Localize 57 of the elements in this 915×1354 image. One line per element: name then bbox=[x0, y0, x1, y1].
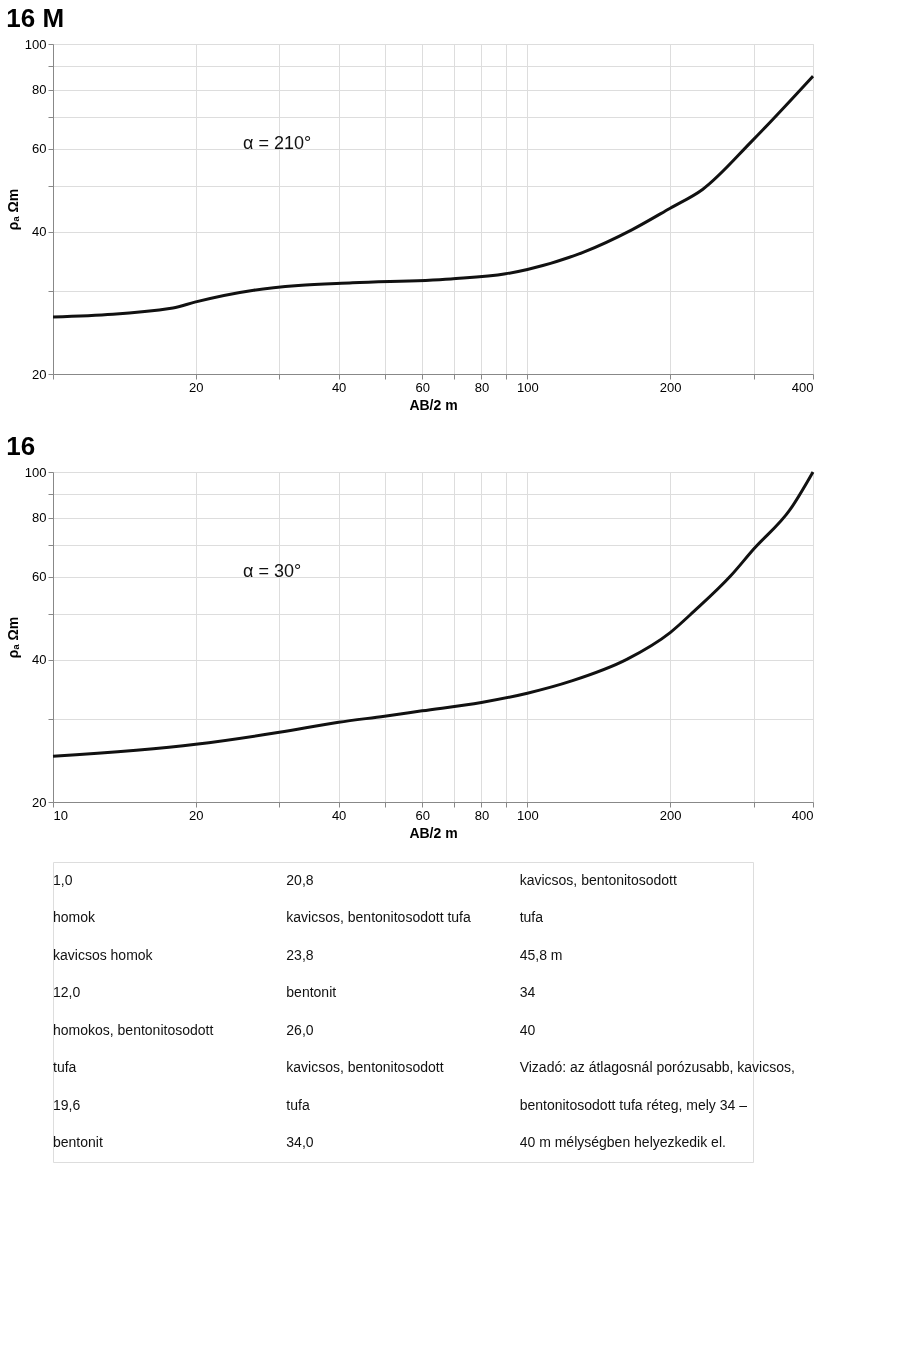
text: kavicsos, bentonitosodott bbox=[519, 871, 677, 888]
text: 12,0 bbox=[53, 984, 81, 1001]
x-tick-label: 60 bbox=[415, 379, 430, 395]
text: tufa bbox=[53, 1059, 77, 1076]
text: 45,8 m bbox=[519, 946, 563, 963]
x-tick-label: 80 bbox=[474, 807, 490, 823]
text: bentonit bbox=[286, 984, 337, 1001]
text: tufa bbox=[286, 1096, 310, 1113]
text: bentonit bbox=[53, 1134, 103, 1151]
y-tick-label: 20 bbox=[32, 794, 47, 810]
text: kavicsos homok bbox=[53, 946, 154, 963]
text: 40 bbox=[519, 1021, 536, 1038]
x-tick-label: 20 bbox=[189, 379, 204, 395]
text: kavicsos, bentonitosodott bbox=[286, 1059, 444, 1076]
x-tick-label: 200 bbox=[659, 379, 682, 395]
x-tick-label: 200 bbox=[659, 807, 682, 823]
chart-title: 16 bbox=[6, 431, 36, 461]
text: tufa bbox=[519, 909, 544, 926]
text: 20,8 bbox=[286, 871, 314, 888]
text: homokos, bentonitosodott bbox=[53, 1021, 214, 1038]
text: 26,0 bbox=[286, 1021, 314, 1038]
y-tick-label: 40 bbox=[32, 652, 47, 668]
text: homok bbox=[53, 909, 97, 926]
y-tick-label: 60 bbox=[32, 141, 47, 157]
text: 19,6 bbox=[53, 1096, 81, 1113]
y-axis-title: ρₐ Ωm bbox=[4, 616, 21, 659]
x-tick-label: 100 bbox=[517, 807, 539, 823]
x-tick-label: 60 bbox=[415, 807, 430, 823]
text: 40 m mélységben helyezkedik el. bbox=[519, 1134, 726, 1151]
x-tick-label: 10 bbox=[53, 807, 68, 823]
y-tick-label: 100 bbox=[24, 36, 47, 52]
chart-title: 16 M bbox=[6, 3, 65, 33]
text: 34,0 bbox=[286, 1134, 314, 1151]
y-tick-label: 100 bbox=[24, 464, 47, 480]
y-tick-label: 80 bbox=[32, 510, 47, 526]
x-axis-title: AB/2 m bbox=[409, 824, 458, 841]
x-tick-label: 400 bbox=[791, 807, 814, 823]
text: 23,8 bbox=[286, 946, 314, 963]
y-tick-label: 20 bbox=[32, 366, 47, 382]
annotation: α = 30° bbox=[243, 561, 302, 581]
y-tick-label: 60 bbox=[32, 569, 47, 585]
annotation: α = 210° bbox=[243, 133, 312, 153]
x-tick-label: 400 bbox=[791, 379, 814, 395]
y-axis-title: ρₐ Ωm bbox=[4, 188, 21, 231]
text: 34 bbox=[519, 984, 536, 1001]
y-tick-label: 40 bbox=[32, 224, 47, 240]
text: kavicsos, bentonitosodott tufa bbox=[286, 909, 471, 926]
text: bentonitosodott tufa réteg, mely 34 – bbox=[519, 1096, 748, 1113]
x-tick-label: 100 bbox=[517, 379, 539, 395]
x-tick-label: 20 bbox=[189, 807, 204, 823]
x-axis-title: AB/2 m bbox=[409, 396, 458, 413]
x-tick-label: 40 bbox=[331, 807, 347, 823]
text: Vizadó: az átlagosnál porózusabb, kavicsos, bbox=[519, 1059, 795, 1076]
x-tick-label: 80 bbox=[474, 379, 490, 395]
y-tick-label: 80 bbox=[32, 82, 47, 98]
text: 1,0 bbox=[53, 871, 73, 888]
x-tick-label: 40 bbox=[331, 379, 347, 395]
